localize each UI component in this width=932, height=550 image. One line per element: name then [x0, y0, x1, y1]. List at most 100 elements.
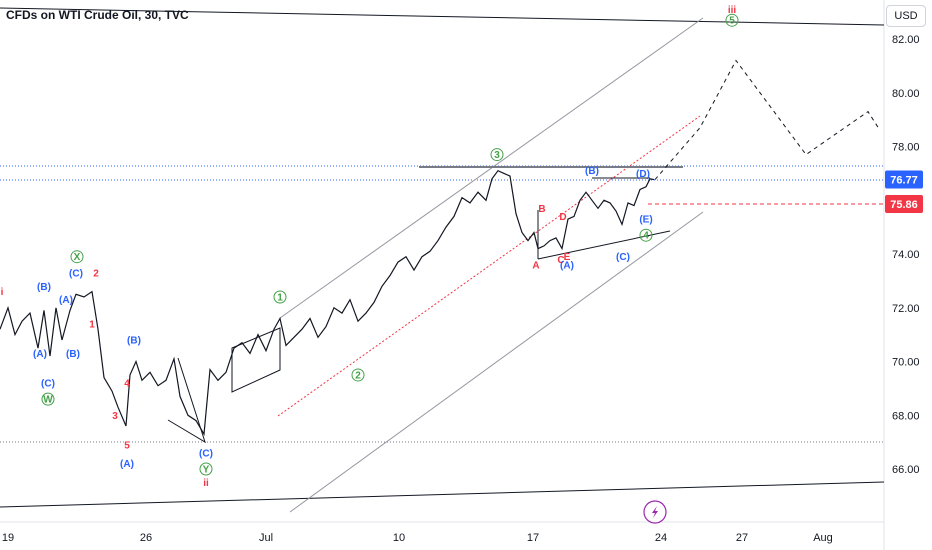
price-badges: 76.77 75.86: [885, 170, 923, 214]
wave-label: D: [559, 212, 566, 223]
wave-label: 5: [124, 440, 130, 451]
svg-text:76.77: 76.77: [890, 175, 918, 187]
price-tick-label: 72.00: [892, 303, 920, 315]
wave-label: (C): [616, 252, 630, 263]
wave-label: W: [41, 392, 55, 406]
svg-text:W: W: [43, 395, 53, 406]
time-tick-label: 27: [736, 532, 748, 544]
svg-text:(E): (E): [639, 215, 652, 226]
svg-text:D: D: [559, 212, 566, 223]
time-tick-label: 17: [527, 532, 539, 544]
price-badge: 75.86: [885, 195, 923, 214]
svg-text:ii: ii: [203, 478, 209, 489]
svg-text:3: 3: [494, 150, 500, 161]
wave-label: (A): [560, 260, 574, 271]
svg-text:1: 1: [277, 293, 283, 304]
wave-label: C: [557, 255, 564, 266]
svg-text:2: 2: [93, 268, 99, 279]
svg-text:5: 5: [124, 440, 130, 451]
time-tick-label: Jul: [259, 532, 273, 544]
wave-label: 3: [490, 148, 504, 162]
svg-text:(B): (B): [127, 336, 141, 347]
svg-text:A: A: [532, 260, 539, 271]
price-series-line: [0, 169, 655, 436]
svg-text:(A): (A): [59, 295, 73, 306]
wave-label: 3: [112, 411, 118, 422]
wave-label: 1: [89, 319, 95, 330]
time-tick-label: 10: [393, 532, 405, 544]
svg-text:C: C: [557, 255, 564, 266]
svg-text:(A): (A): [120, 459, 134, 470]
wave-label: (B): [585, 166, 599, 177]
svg-text:(C): (C): [199, 448, 213, 459]
wave-label: (D): [636, 169, 650, 180]
price-badge: 76.77: [885, 170, 923, 189]
svg-text:(C): (C): [69, 268, 83, 279]
time-axis[interactable]: 19 26 Jul 10 17 24 27 Aug: [2, 532, 833, 544]
time-tick-label: 26: [140, 532, 152, 544]
wedge-left: [167, 357, 206, 444]
svg-text:Y: Y: [203, 465, 210, 476]
svg-text:4: 4: [643, 231, 649, 242]
price-axis[interactable]: 66.0068.0070.0072.0074.0076.0078.0080.00…: [892, 34, 920, 476]
wave-label: 4: [124, 379, 130, 390]
svg-text:B: B: [538, 204, 545, 215]
price-tick-label: 82.00: [892, 34, 920, 46]
svg-text:X: X: [74, 252, 81, 263]
price-tick-label: 66.00: [892, 464, 920, 476]
wave-label: (A): [120, 459, 134, 470]
svg-text:75.86: 75.86: [890, 199, 918, 211]
chart-pane: [0, 0, 884, 522]
svg-text:i: i: [1, 287, 4, 298]
time-tick-label: 24: [655, 532, 667, 544]
wave-label: i: [1, 287, 4, 298]
wave-label: 1: [273, 290, 287, 304]
wave-label: Y: [199, 462, 213, 476]
svg-text:(C): (C): [41, 379, 55, 390]
wave-label: 5: [725, 13, 739, 27]
svg-text:(C): (C): [616, 252, 630, 263]
price-tick-label: 70.00: [892, 357, 920, 369]
flash-icon[interactable]: [643, 500, 667, 524]
wave-label: (A): [33, 349, 47, 360]
svg-text:3: 3: [112, 411, 118, 422]
svg-text:(B): (B): [585, 166, 599, 177]
wave-label: E: [564, 252, 571, 263]
svg-text:(D): (D): [636, 169, 650, 180]
chart-title: CFDs on WTI Crude Oil, 30, TVC: [6, 8, 189, 22]
wave-label: iii: [728, 5, 737, 16]
wave-label: 4: [639, 228, 653, 242]
wave-label: (B): [37, 282, 51, 293]
svg-text:(A): (A): [33, 349, 47, 360]
price-tick-label: 80.00: [892, 88, 920, 100]
time-tick-label: Aug: [813, 532, 833, 544]
flag-box: [231, 327, 281, 393]
wave-label: (C): [41, 379, 55, 390]
triangle-lower-line: [537, 230, 671, 260]
wave-label: (B): [66, 349, 80, 360]
svg-text:5: 5: [729, 16, 735, 27]
price-tick-label: 74.00: [892, 249, 920, 261]
price-tick-label: 78.00: [892, 142, 920, 154]
wave-label: (C): [199, 448, 213, 459]
upper-boundary-line: [0, 7, 885, 26]
svg-text:1: 1: [89, 319, 95, 330]
wave-label: (B): [127, 336, 141, 347]
svg-text:iii: iii: [728, 5, 737, 16]
wave-label: 2: [351, 368, 365, 382]
svg-text:4: 4: [124, 379, 130, 390]
wave-label: A: [532, 260, 539, 271]
wave-label: ii: [203, 478, 209, 489]
wave-label: (E): [639, 215, 652, 226]
wave-labels: i (B) (A) (C) 2 X 1 (A) (B) (C) W (B) 4 3 5 (A) (C) Yii 1 2…: [1, 5, 739, 489]
wave-label: (C): [69, 268, 83, 279]
svg-text:E: E: [564, 252, 571, 263]
wave-label: (A): [59, 295, 73, 306]
channel-lower-line: [289, 211, 704, 513]
drawing-lines: [0, 7, 885, 513]
wave-label: 2: [93, 268, 99, 279]
currency-button[interactable]: USD: [886, 5, 926, 27]
lower-boundary-line: [0, 481, 885, 508]
price-tick-label: 68.00: [892, 410, 920, 422]
